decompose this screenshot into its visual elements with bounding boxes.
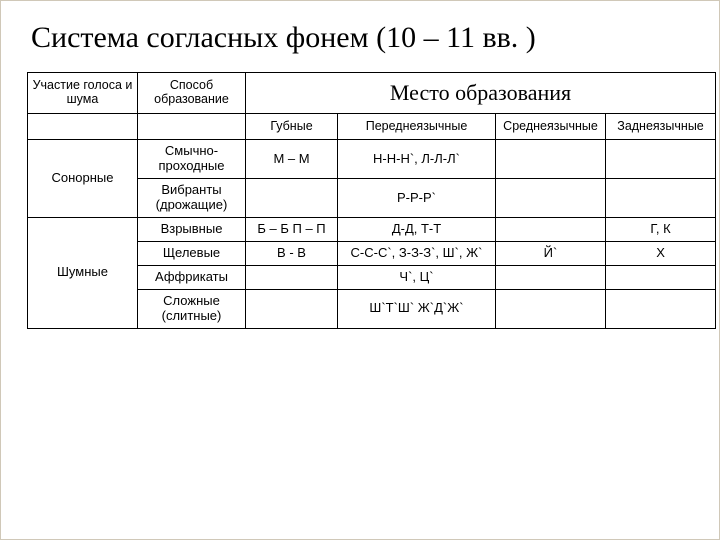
empty-cell — [606, 265, 716, 289]
method-occl-pass: Смычно-проходные — [138, 140, 246, 179]
phoneme-table: Участие голоса и шума Способ образование… — [27, 72, 716, 329]
empty-cell — [496, 265, 606, 289]
cell: М – М — [246, 140, 338, 179]
empty-cell — [496, 289, 606, 328]
empty-cell — [246, 179, 338, 218]
col-head-back: Заднеязычные — [606, 113, 716, 140]
empty-cell — [28, 113, 138, 140]
cell: Х — [606, 241, 716, 265]
cell: Г, К — [606, 218, 716, 242]
empty-cell — [606, 289, 716, 328]
table-row: Сонорные Смычно-проходные М – М Н-Н-Н`, … — [28, 140, 716, 179]
empty-cell — [496, 218, 606, 242]
slide-title: Система согласных фонем (10 – 11 вв. ) — [31, 21, 693, 54]
table-row: Участие голоса и шума Способ образование… — [28, 73, 716, 114]
col-head-mid: Среднеязычные — [496, 113, 606, 140]
empty-cell — [606, 179, 716, 218]
cell: С-С-С`, З-З-З`, Ш`, Ж` — [338, 241, 496, 265]
group-noisy: Шумные — [28, 218, 138, 329]
col-head-place: Место образования — [246, 73, 716, 114]
method-plosive: Взрывные — [138, 218, 246, 242]
method-vibrants: Вибранты (дрожащие) — [138, 179, 246, 218]
empty-cell — [246, 265, 338, 289]
empty-cell — [496, 140, 606, 179]
empty-cell — [246, 289, 338, 328]
method-affricate: Аффрикаты — [138, 265, 246, 289]
cell: Н-Н-Н`, Л-Л-Л` — [338, 140, 496, 179]
empty-cell — [606, 140, 716, 179]
cell: Ш`Т`Ш` Ж`Д`Ж` — [338, 289, 496, 328]
cell: Б – Б П – П — [246, 218, 338, 242]
col-head-labial: Губные — [246, 113, 338, 140]
table-row: Губные Переднеязычные Среднеязычные Задн… — [28, 113, 716, 140]
cell: В - В — [246, 241, 338, 265]
method-fricative: Щелевые — [138, 241, 246, 265]
cell: Д-Д, Т-Т — [338, 218, 496, 242]
table-row: Шумные Взрывные Б – Б П – П Д-Д, Т-Т Г, … — [28, 218, 716, 242]
col-head-front: Переднеязычные — [338, 113, 496, 140]
cell: Р-Р-Р` — [338, 179, 496, 218]
col-head-voice: Участие голоса и шума — [28, 73, 138, 114]
col-head-method: Способ образование — [138, 73, 246, 114]
cell: Ч`, Ц` — [338, 265, 496, 289]
empty-cell — [138, 113, 246, 140]
group-sonor: Сонорные — [28, 140, 138, 218]
empty-cell — [496, 179, 606, 218]
method-complex: Сложные (слитные) — [138, 289, 246, 328]
cell: Й` — [496, 241, 606, 265]
